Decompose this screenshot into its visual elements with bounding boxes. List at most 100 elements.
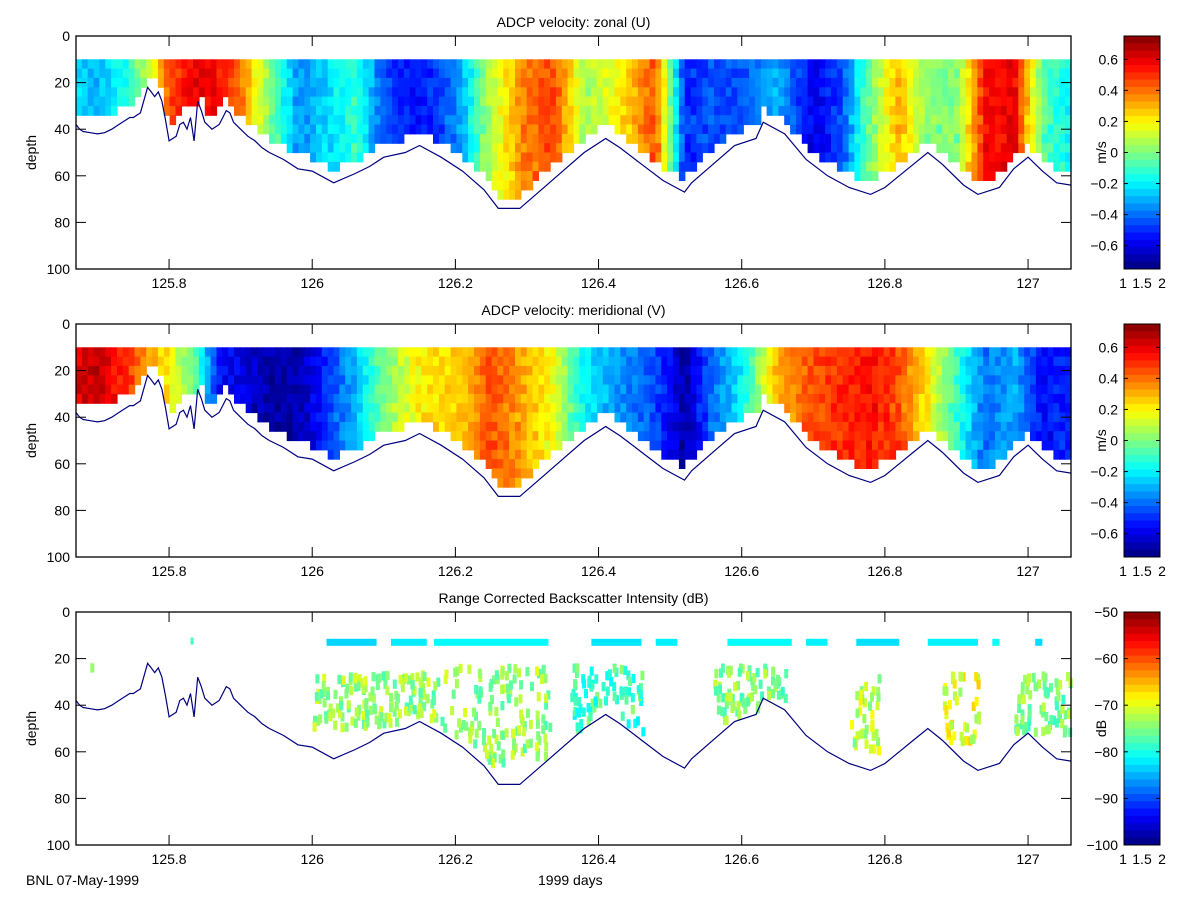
colorbar-segment xyxy=(1124,440,1160,449)
heatmap-cell xyxy=(444,393,452,404)
heatmap-cell xyxy=(907,96,914,107)
heatmap-cell xyxy=(93,105,101,116)
heatmap-cell xyxy=(275,356,282,367)
heatmap-cell xyxy=(807,393,815,404)
heatmap-cell xyxy=(532,59,539,70)
colorbar-segment xyxy=(1124,116,1160,124)
heatmap-cell xyxy=(942,421,949,432)
heatmap-cell xyxy=(339,421,346,432)
heatmap-cell xyxy=(825,431,832,442)
heatmap-cell xyxy=(749,87,756,98)
heatmap-cell xyxy=(661,449,668,460)
heatmap-cell xyxy=(795,87,803,98)
backscatter-cell xyxy=(444,669,449,679)
heatmap-cell xyxy=(673,393,680,404)
backscatter-cell xyxy=(959,672,964,682)
heatmap-cell xyxy=(743,365,750,376)
heatmap-cell xyxy=(825,133,832,144)
heatmap-cell xyxy=(784,403,791,414)
backscatter-cell xyxy=(431,696,436,706)
heatmap-cell xyxy=(895,59,902,70)
heatmap-cell xyxy=(795,68,803,79)
heatmap-cell xyxy=(825,365,832,376)
heatmap-cell xyxy=(263,384,270,395)
heatmap-cell xyxy=(948,412,955,423)
heatmap-cell xyxy=(994,347,1002,358)
heatmap-cell xyxy=(251,375,259,386)
heatmap-cell xyxy=(234,77,241,88)
heatmap-cell xyxy=(749,356,756,367)
heatmap-cell xyxy=(702,403,709,414)
heatmap-cell xyxy=(415,365,422,376)
heatmap-cell xyxy=(901,421,908,432)
heatmap-cell xyxy=(368,143,376,154)
heatmap-cell xyxy=(368,365,376,376)
backscatter-cell xyxy=(1028,690,1033,700)
backscatter-cell xyxy=(520,717,525,727)
heatmap-cell xyxy=(889,115,897,126)
heatmap-cell xyxy=(772,105,779,116)
heatmap-cell xyxy=(901,77,908,88)
heatmap-cell xyxy=(708,87,715,98)
heatmap-cell xyxy=(673,152,680,163)
heatmap-cell xyxy=(895,133,902,144)
heatmap-cell xyxy=(386,365,393,376)
heatmap-cell xyxy=(491,403,499,414)
heatmap-cell xyxy=(661,347,668,358)
heatmap-cell xyxy=(462,68,469,79)
heatmap-cell xyxy=(497,384,504,395)
backscatter-cell xyxy=(495,717,500,727)
heatmap-cell xyxy=(860,161,867,172)
heatmap-cell xyxy=(1024,96,1031,107)
heatmap-cell xyxy=(866,124,873,135)
heatmap-cell xyxy=(140,356,147,367)
heatmap-cell xyxy=(667,421,674,432)
colorbar-segment xyxy=(1124,491,1160,500)
heatmap-cell xyxy=(193,77,200,88)
heatmap-cell xyxy=(696,96,703,107)
heatmap-cell xyxy=(339,393,346,404)
heatmap-cell xyxy=(427,87,434,98)
heatmap-cell xyxy=(784,115,791,126)
heatmap-cell xyxy=(632,115,639,126)
backscatter-cell xyxy=(633,718,638,729)
backscatter-cell xyxy=(720,706,725,717)
heatmap-cell xyxy=(403,384,411,395)
heatmap-cell xyxy=(702,105,709,116)
heatmap-cell xyxy=(959,412,967,423)
heatmap-cell xyxy=(714,356,721,367)
heatmap-cell xyxy=(456,412,463,423)
heatmap-cell xyxy=(538,152,545,163)
backscatter-cell xyxy=(619,686,624,696)
heatmap-cell xyxy=(245,347,253,358)
heatmap-cell xyxy=(591,115,598,126)
heatmap-cell xyxy=(643,347,651,358)
heatmap-cell xyxy=(854,87,861,98)
heatmap-cell xyxy=(614,96,621,107)
heatmap-cell xyxy=(708,96,715,107)
heatmap-cell xyxy=(280,347,288,358)
heatmap-cell xyxy=(725,68,733,79)
heatmap-cell xyxy=(678,143,686,154)
heatmap-cell xyxy=(286,375,294,386)
heatmap-cell xyxy=(99,59,106,70)
heatmap-cell xyxy=(690,440,698,451)
heatmap-cell xyxy=(731,384,738,395)
backscatter-cell xyxy=(615,695,619,705)
heatmap-cell xyxy=(1006,105,1014,116)
heatmap-cell xyxy=(684,384,692,395)
heatmap-cell xyxy=(772,356,779,367)
heatmap-cell xyxy=(99,384,106,395)
heatmap-cell xyxy=(813,365,820,376)
heatmap-cell xyxy=(345,393,352,404)
heatmap-cell xyxy=(263,403,270,414)
heatmap-cell xyxy=(719,375,727,386)
heatmap-cell xyxy=(345,143,352,154)
chart-title: Range Corrected Backscatter Intensity (d… xyxy=(438,590,708,606)
heatmap-cell xyxy=(503,152,510,163)
backscatter-cell xyxy=(1041,726,1046,737)
heatmap-cell xyxy=(257,77,264,88)
heatmap-cell xyxy=(924,403,932,414)
heatmap-cell xyxy=(725,124,733,135)
heatmap-cell xyxy=(877,87,885,98)
